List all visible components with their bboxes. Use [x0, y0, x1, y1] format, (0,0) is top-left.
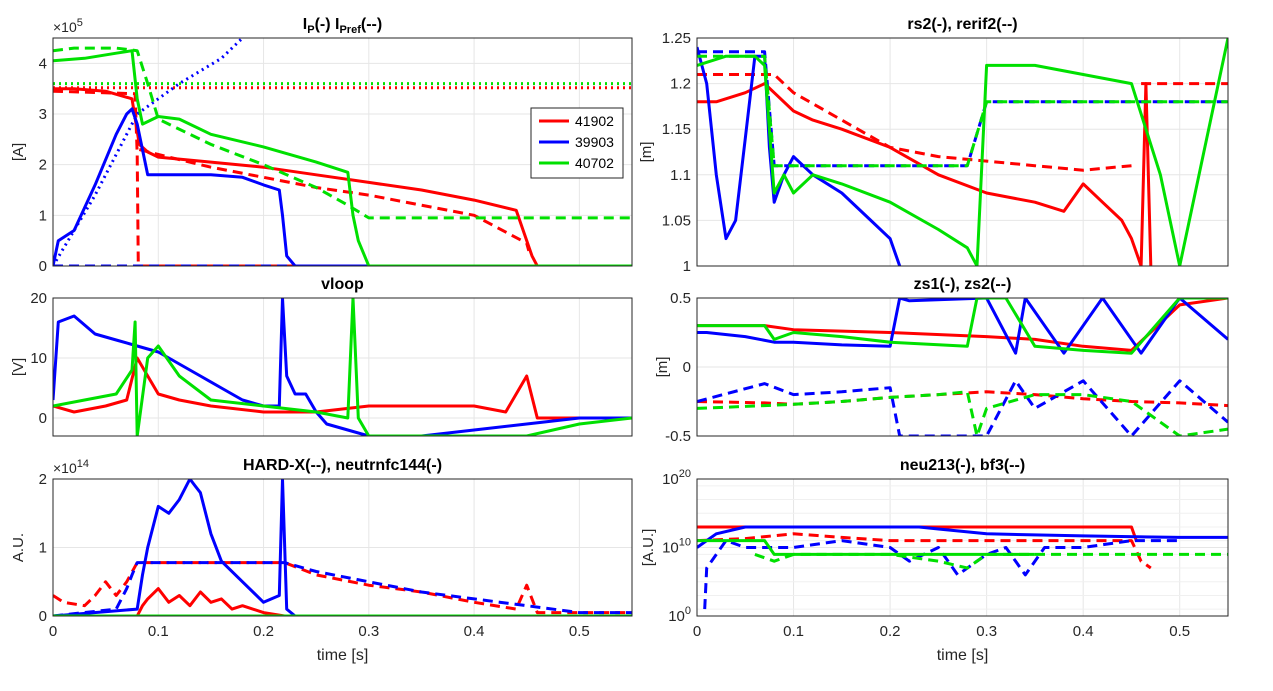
chart-title: HARD-X(--), neutrnfc144(-) [243, 457, 442, 474]
series-line-3 [53, 298, 632, 436]
y-tick-label: 1.15 [662, 121, 691, 138]
axes-box [52, 37, 633, 267]
series-line-8 [53, 49, 632, 266]
panel-vloop: 0 10 20 vloop [V] [10, 276, 633, 437]
legend: 41902 39903 40702 [530, 107, 624, 179]
y-tick-label: 2 [39, 157, 47, 174]
x-tick-label: 0.4 [464, 623, 485, 640]
y-axis-label: [A.U.] [640, 529, 657, 567]
y-tick-label: 20 [30, 290, 47, 307]
y-tick-label: 100 [668, 605, 691, 625]
legend-entry: 40702 [575, 155, 614, 171]
y-tick-label: 0.5 [670, 290, 691, 307]
panel-neu: 100 1010 1020 0 0.1 0.2 0.3 0.4 0.5 neu213(-), bf… [640, 457, 1229, 664]
chart-title: vloop [321, 276, 364, 293]
chart-title: rs2(-), rerif2(--) [907, 16, 1017, 33]
y-exponent-label: ×1014 [53, 458, 89, 476]
series-group [53, 298, 632, 436]
x-tick-label: 0 [693, 623, 701, 640]
series-line-3 [697, 525, 1228, 549]
y-tick-label: 10 [30, 350, 47, 367]
series-line-6 [754, 552, 1228, 570]
y-axis-label: [A] [10, 143, 27, 161]
series-line-4 [53, 561, 632, 616]
legend-entry: 41902 [575, 113, 614, 129]
chart-title: IP(-) IPref(--) [303, 16, 382, 36]
series-line-2 [53, 298, 632, 436]
series-line-1 [53, 356, 632, 420]
series-line-3 [697, 298, 1228, 355]
series-line-3 [138, 148, 531, 252]
chart-title: neu213(-), bf3(--) [900, 457, 1025, 474]
series-line-4 [697, 379, 1228, 436]
x-tick-label: 0.1 [148, 623, 169, 640]
axes-box [696, 478, 1229, 617]
panel-hardx: 0 1 2 0 0.1 0.2 0.3 0.4 0.5 ×1014 HARD-X(--), neut… [10, 457, 633, 664]
chart-title: zs1(-), zs2(--) [914, 276, 1012, 293]
axes-box [696, 37, 1229, 267]
x-tick-label: 0.1 [783, 623, 804, 640]
y-tick-label: 1.25 [662, 30, 691, 47]
series-line-5 [697, 298, 1228, 355]
series-group [697, 298, 1228, 436]
series-line-2 [697, 532, 1152, 570]
y-axis-label: [m] [654, 357, 671, 378]
panel-zs: -0.5 0 0.5 zs1(-), zs2(--) [m] [654, 276, 1229, 445]
panel-rs2: 1 1.05 1.1 1.15 1.2 1.25 rs2(-), rerif2(--) [m] [638, 16, 1229, 275]
y-axis-label: [m] [638, 142, 655, 163]
series-group [53, 38, 632, 266]
y-tick-label: 1 [39, 540, 47, 557]
x-tick-label: 0.4 [1073, 623, 1094, 640]
y-tick-label: 4 [39, 55, 47, 72]
series-group [53, 479, 632, 616]
legend-entry: 39903 [575, 134, 614, 150]
y-tick-label: 0 [39, 258, 47, 275]
axes-box [52, 297, 633, 437]
series-line-3 [53, 479, 632, 616]
x-tick-label: 0.3 [976, 623, 997, 640]
y-tick-label: 3 [39, 106, 47, 123]
y-tick-label: 1.2 [670, 76, 691, 93]
y-tick-label: 2 [39, 471, 47, 488]
series-line-7 [53, 38, 244, 266]
x-tick-label: 0.2 [880, 623, 901, 640]
series-group [697, 525, 1228, 610]
series-line-5 [53, 107, 632, 266]
y-tick-label: 0 [39, 608, 47, 625]
y-tick-label: 1.1 [670, 167, 691, 184]
x-tick-label: 0.5 [1169, 623, 1190, 640]
series-line-5 [697, 539, 1035, 556]
y-tick-label: 0 [39, 410, 47, 427]
series-line-1 [53, 87, 632, 266]
axes-box [696, 297, 1229, 437]
series-line-9 [53, 46, 632, 220]
x-tick-label: 0.3 [358, 623, 379, 640]
y-tick-label: -0.5 [665, 428, 691, 445]
series-line-2 [53, 561, 632, 615]
x-axis-label: time [s] [317, 647, 369, 664]
y-tick-label: 1 [683, 258, 691, 275]
panel-ip: 0 1 2 3 4 ×105 IP(-) IPref(--) [A] 41902 39903 407… [10, 16, 633, 275]
series-line-1 [53, 587, 632, 616]
x-axis-label: time [s] [937, 647, 989, 664]
axes-box [52, 478, 633, 617]
series-line-2 [53, 89, 632, 266]
plot-area [697, 38, 1228, 266]
y-tick-label: 1010 [662, 537, 691, 557]
series-line-2 [697, 73, 1132, 172]
x-tick-label: 0.5 [569, 623, 590, 640]
y-tick-label: 1020 [662, 468, 691, 488]
y-tick-label: 1.05 [662, 212, 691, 229]
series-group [697, 38, 1228, 266]
y-axis-label: [V] [10, 358, 27, 376]
x-tick-label: 0 [49, 623, 57, 640]
y-axis-label: A.U. [10, 533, 27, 562]
y-tick-label: 1 [39, 207, 47, 224]
y-exponent-label: ×105 [53, 17, 83, 35]
series-line-6 [697, 390, 1228, 436]
y-tick-label: 0 [683, 359, 691, 376]
x-tick-label: 0.2 [253, 623, 274, 640]
